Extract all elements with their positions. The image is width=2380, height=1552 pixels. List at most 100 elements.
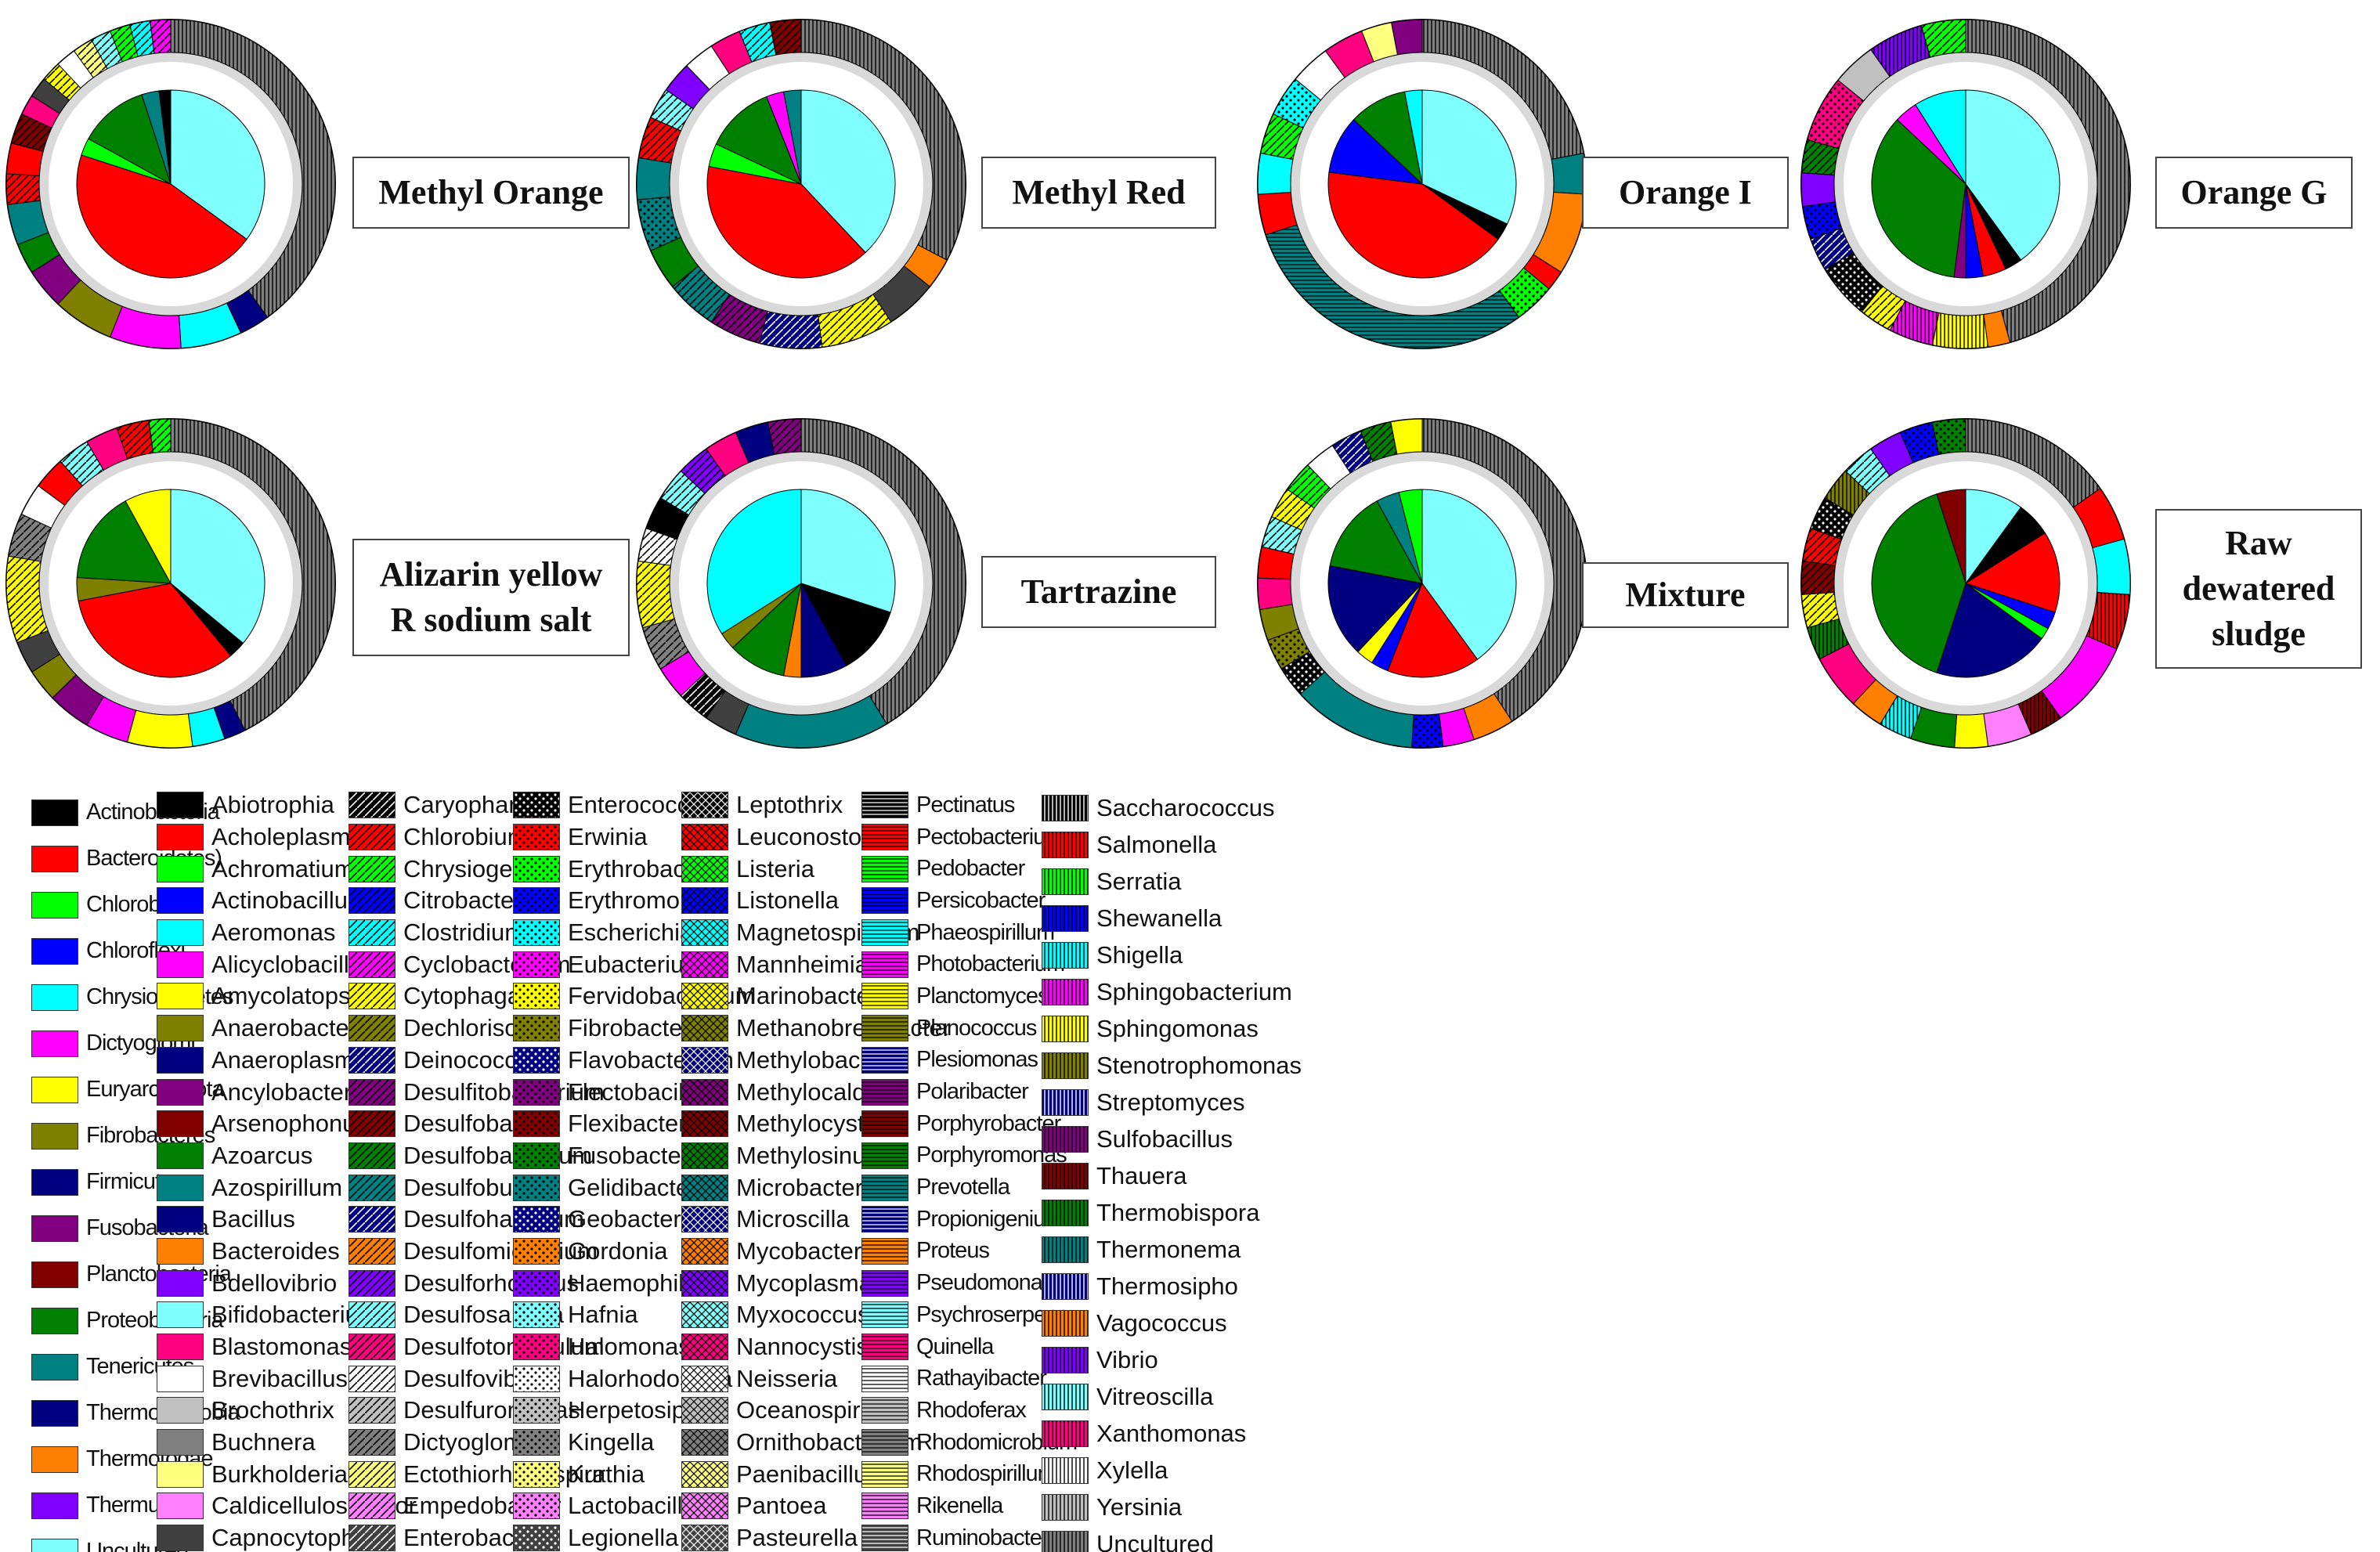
legend-swatch xyxy=(31,1538,78,1552)
legend-swatch xyxy=(1042,1346,1089,1373)
legend-item-gelidibacter: Gelidibacter xyxy=(513,1171,755,1204)
legend-swatch xyxy=(349,1492,395,1520)
legend-swatch xyxy=(513,919,560,947)
outer-slice-desulfobacter xyxy=(1800,560,1836,595)
legend-item-abiotrophia: Abiotrophia xyxy=(157,789,417,821)
legend-label: Vitreoscilla xyxy=(1096,1382,1214,1410)
legend-swatch xyxy=(157,1269,204,1297)
outer-slice-cyclobacterium xyxy=(150,19,172,54)
legend-swatch xyxy=(681,1492,728,1520)
legend-label: Saccharococcus xyxy=(1096,793,1275,821)
legend-label: Paenibacillus xyxy=(736,1460,879,1488)
legend-item-acholeplasma: Acholeplasma xyxy=(157,821,417,854)
legend-item-hafnia: Hafnia xyxy=(513,1299,755,1331)
legend-swatch xyxy=(513,983,560,1010)
legend-item-alicyclobacillus: Alicyclobacillus xyxy=(157,948,417,980)
inner-slice-bacteroidetes xyxy=(78,583,232,678)
legend-swatch xyxy=(349,1206,395,1233)
legend-item-legionella: Legionella xyxy=(513,1522,755,1552)
legend-swatch xyxy=(157,1046,204,1074)
inner-slice-chlorobi xyxy=(1398,489,1423,584)
legend-item-escherichia: Escherichia xyxy=(513,917,755,949)
legend-label: Sphingomonas xyxy=(1096,1014,1259,1042)
legend-swatch xyxy=(1042,1125,1089,1153)
legend-swatch xyxy=(681,824,728,851)
legend-item-erwinia: Erwinia xyxy=(513,821,755,854)
legend-item-polaribacter: Polaribacter xyxy=(861,1076,1077,1108)
legend-item-amycolatopsis: Amycolatopsis xyxy=(157,980,417,1012)
legend-swatch xyxy=(681,1269,728,1297)
legend-item-uncultured: Uncultured xyxy=(1042,1525,1302,1552)
legend-item-ectothiorhodospira: Ectothiorhodospira xyxy=(349,1458,606,1490)
legend-label: Neisseria xyxy=(736,1364,838,1392)
legend-label: Anaeroplasma xyxy=(211,1045,368,1074)
legend-label: Shigella xyxy=(1096,940,1183,969)
legend-item-desulfitobacterium: Desulfitobacterium xyxy=(349,1076,606,1108)
inner-slice-bacteroidetes xyxy=(1964,532,2060,613)
legend-item-persicobacter: Persicobacter xyxy=(861,885,1077,917)
inner-slice-proteobacteria xyxy=(1871,493,1966,673)
legend-swatch xyxy=(681,1525,728,1552)
inner-slice-proteobacteria xyxy=(1353,91,1423,186)
legend-swatch xyxy=(861,1269,908,1297)
legend-swatch xyxy=(349,951,395,978)
legend-item-saccharococcus: Saccharococcus xyxy=(1042,789,1302,826)
legend-swatch xyxy=(681,1142,728,1169)
inner-slice-uncultured xyxy=(1421,89,1517,225)
legend-item-microscilla: Microscilla xyxy=(681,1204,951,1236)
legend-swatch xyxy=(31,1076,78,1103)
legend-swatch xyxy=(157,824,204,851)
legend-label: Listonella xyxy=(736,886,839,915)
legend-label: Stenotrophomonas xyxy=(1096,1051,1302,1079)
legend-swatch xyxy=(157,1142,204,1169)
legend-item-desulfotomaculum: Desulfotomaculum xyxy=(349,1331,606,1363)
legend-label: Leuconostoc xyxy=(736,823,874,851)
legend-swatch xyxy=(861,1429,908,1456)
legend-swatch xyxy=(157,1460,204,1488)
legend-item-bdellovibrio: Bdellovibrio xyxy=(157,1267,417,1299)
legend-item-pectinatus: Pectinatus xyxy=(861,789,1077,821)
legend-swatch xyxy=(861,887,908,915)
legend-swatch xyxy=(349,1334,395,1361)
legend-label: Citrobacter xyxy=(403,886,522,915)
legend-label: Bacillus xyxy=(211,1205,295,1233)
inner-slice-bacteroidetes xyxy=(706,165,866,279)
legend-swatch xyxy=(157,1525,204,1552)
legend-item-vagococcus: Vagococcus xyxy=(1042,1305,1302,1341)
legend-label: Prevotella xyxy=(916,1175,1010,1200)
legend-item-mannheimia: Mannheimia xyxy=(681,948,951,980)
inner-slice-uncultured xyxy=(1965,489,2022,585)
legend-label: Arsenophonus xyxy=(211,1110,368,1138)
legend-item-vibrio: Vibrio xyxy=(1042,1341,1302,1378)
legend-item-leptothrix: Leptothrix xyxy=(681,789,951,821)
donut-chart-raw-dewatered-sludge xyxy=(1800,418,2131,749)
legend-swatch xyxy=(513,1206,560,1233)
legend-item-flexibacter: Flexibacter xyxy=(513,1108,755,1140)
legend-label: Methanobrevibacter xyxy=(736,1014,951,1042)
legend-label: Acholeplasma xyxy=(211,823,364,851)
legend-swatch xyxy=(349,1429,395,1456)
legend-item-marinobacter: Marinobacter xyxy=(681,980,951,1012)
legend-label: Erwinia xyxy=(568,823,648,851)
legend-label: Nannocystis xyxy=(736,1333,869,1361)
legend-swatch xyxy=(513,1110,560,1138)
legend-label: Rhodospirillum xyxy=(916,1461,1056,1487)
legend-item-brochothrix: Brochothrix xyxy=(157,1395,417,1427)
legend-label: Photobacterium xyxy=(916,951,1065,977)
legend-swatch xyxy=(861,1365,908,1392)
legend-item-thermobispora: Thermobispora xyxy=(1042,1194,1302,1231)
legend-swatch xyxy=(349,1525,395,1552)
inner-slice-firmicutes xyxy=(1327,565,1423,653)
legend-label: Rikenella xyxy=(916,1492,1003,1518)
legend-label: Pseudomonas xyxy=(916,1270,1053,1296)
legend-swatch xyxy=(861,1142,908,1169)
legend-item-rhodospirillum: Rhodospirillum xyxy=(861,1458,1077,1490)
legend-label: Salmonella xyxy=(1096,830,1217,858)
legend-column: Enterococcus Erwinia Erythrobacter Erythrom… xyxy=(513,789,755,1552)
legend-swatch xyxy=(1042,1309,1089,1337)
legend-item-arsenophonus: Arsenophonus xyxy=(157,1108,417,1140)
legend-label: Quinella xyxy=(916,1334,994,1359)
legend-item-pedobacter: Pedobacter xyxy=(861,853,1077,885)
legend-swatch xyxy=(861,1046,908,1074)
